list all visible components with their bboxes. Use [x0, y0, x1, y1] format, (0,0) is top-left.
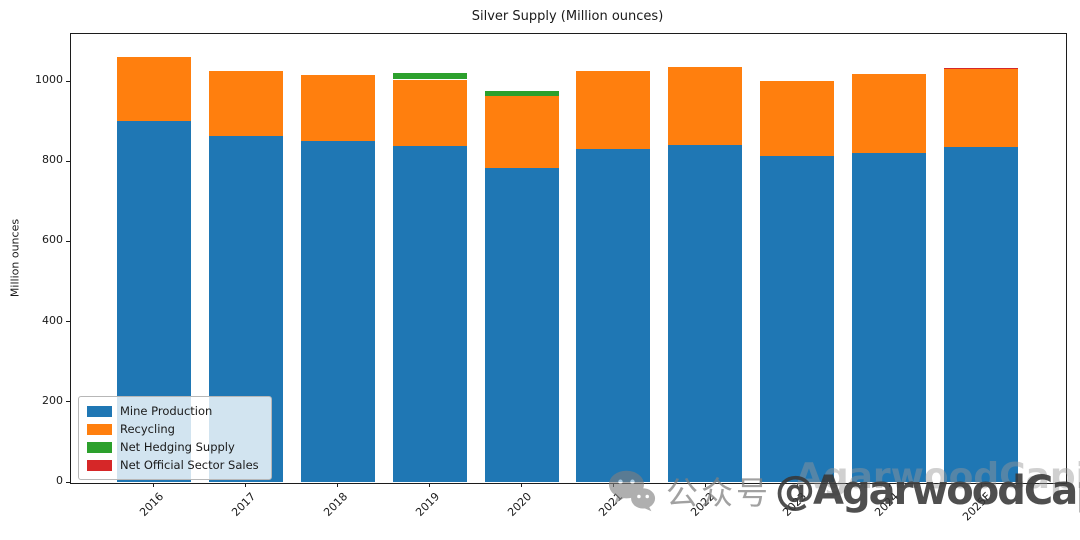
x-tick-mark [521, 483, 523, 487]
legend-item-mine-production: Mine Production [87, 402, 259, 420]
x-tick-label-text: 2021 [596, 490, 626, 519]
y-tick-label: 200 [42, 393, 63, 407]
bar-segment-2022-mine-production [668, 145, 743, 482]
x-tick-mark [337, 483, 339, 487]
y-tick-mark [66, 240, 70, 242]
legend-swatch-icon [87, 441, 112, 453]
bar-segment-2023-recycling [760, 81, 835, 157]
bar-segment-2020-recycling [484, 95, 559, 169]
legend-item-net-official-sector-sales: Net Official Sector Sales [87, 456, 259, 474]
bar-segment-2024-mine-production [852, 153, 927, 482]
x-tick-mark [612, 483, 614, 487]
x-tick-label-text: 2019 [412, 490, 442, 519]
bar-segment-2020-mine-production [484, 168, 559, 482]
x-tick-mark [429, 483, 431, 487]
legend-label: Recycling [120, 422, 175, 436]
bar-segment-2019-recycling [392, 79, 467, 147]
x-tick-mark [980, 483, 982, 487]
y-tick-label: 600 [42, 233, 63, 247]
bar-segment-2017-recycling [208, 71, 283, 137]
legend-label: Net Official Sector Sales [120, 458, 259, 472]
y-tick-mark [66, 160, 70, 162]
bar-segment-2019-net-hedging-supply [392, 73, 467, 80]
legend-item-net-hedging-supply: Net Hedging Supply [87, 438, 259, 456]
bar-segment-2024-recycling [852, 74, 927, 154]
x-tick-label-text: 2018 [320, 490, 350, 519]
y-tick-mark [66, 401, 70, 403]
chart-title: Silver Supply (Million ounces) [471, 9, 664, 24]
x-tick-mark [796, 483, 798, 487]
bar-segment-2016-recycling [116, 57, 191, 122]
y-tick-mark [66, 80, 70, 82]
bar-segment-2025F-net-official-sector-sales [944, 68, 1019, 70]
bar-segment-2021-mine-production [576, 149, 651, 482]
y-tick-label: 800 [42, 153, 63, 167]
y-tick-label: 400 [42, 313, 63, 327]
legend-item-recycling: Recycling [87, 420, 259, 438]
x-tick-label-text: 2016 [137, 490, 167, 519]
bar-segment-2025F-mine-production [944, 147, 1019, 482]
x-tick-label-text: 2024 [872, 490, 902, 519]
bar-segment-2021-recycling [576, 71, 651, 150]
bar-segment-2025F-recycling [944, 69, 1019, 148]
legend-swatch-icon [87, 459, 112, 471]
x-tick-mark [704, 483, 706, 487]
legend-label: Net Hedging Supply [120, 440, 235, 454]
legend-label: Mine Production [120, 404, 213, 418]
x-tick-mark [888, 483, 890, 487]
x-tick-mark [245, 483, 247, 487]
y-tick-label: 1000 [35, 73, 63, 87]
bar-segment-2018-mine-production [300, 141, 375, 482]
x-tick-mark [153, 483, 155, 487]
legend-swatch-icon [87, 405, 112, 417]
bar-segment-2018-recycling [300, 75, 375, 142]
bar-segment-2023-mine-production [760, 156, 835, 482]
y-tick-label: 0 [56, 474, 63, 487]
x-tick-label-text: 2020 [504, 490, 534, 519]
x-tick-label-text: 2017 [229, 490, 259, 519]
legend-swatch-icon [87, 423, 112, 435]
y-tick-mark [66, 481, 70, 483]
x-tick-label-text: 2022 [688, 490, 718, 519]
bar-segment-2019-mine-production [392, 146, 467, 482]
legend: Mine Production Recycling Net Hedging Supp… [78, 396, 272, 480]
x-tick-label-text: 2023 [780, 490, 810, 519]
x-tick-label-text: 2025F [959, 490, 994, 524]
bar-segment-2020-net-hedging-supply [484, 91, 559, 96]
bar-segment-2022-recycling [668, 66, 743, 146]
y-tick-mark [66, 321, 70, 323]
